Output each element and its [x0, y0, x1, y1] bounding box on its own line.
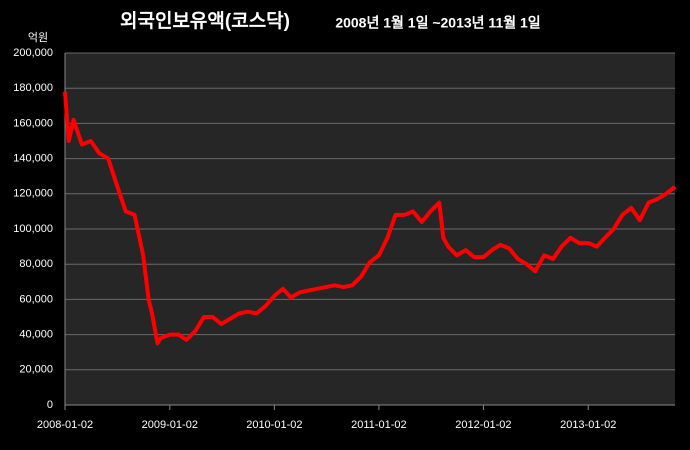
chart-title: 외국인보유액(코스닥) [120, 10, 290, 32]
x-tick-label: 2008-01-02 [37, 419, 93, 431]
x-tick-label: 2009-01-02 [142, 419, 198, 431]
y-axis-label: 억원 [28, 31, 48, 44]
data-line [63, 91, 677, 346]
y-tick-label: 20,000 [19, 364, 53, 376]
y-tick-label: 120,000 [13, 188, 53, 200]
x-tick-label: 2012-01-02 [455, 419, 511, 431]
y-tick-label: 40,000 [19, 329, 53, 341]
y-tick-label: 60,000 [19, 293, 53, 305]
y-tick-label: 160,000 [13, 117, 53, 129]
y-tick-label: 200,000 [13, 47, 53, 59]
y-tick-label: 80,000 [19, 258, 53, 270]
y-tick-label: 140,000 [13, 153, 53, 165]
x-tick-label: 2010-01-02 [246, 419, 302, 431]
y-tick-label: 180,000 [13, 82, 53, 94]
chart-subtitle: 2008년 1월 1일 ~2013년 11월 1일 [335, 15, 540, 31]
y-tick-label: 0 [47, 399, 53, 411]
x-tick-label: 2013-01-02 [560, 419, 616, 431]
y-tick-label: 100,000 [13, 223, 53, 235]
x-tick-label: 2011-01-02 [351, 419, 406, 431]
